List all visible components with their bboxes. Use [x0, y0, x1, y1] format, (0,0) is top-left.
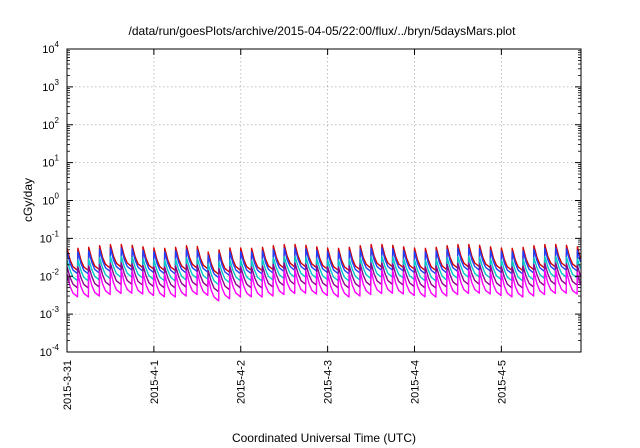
- x-tick-label: 2015-4-5: [496, 360, 508, 404]
- grid-lines: [67, 49, 581, 352]
- chart-title: /data/run/goesPlots/archive/2015-04-05/2…: [129, 24, 517, 38]
- x-tick-label: 2015-4-3: [323, 360, 335, 404]
- y-axis-label: cGy/day: [21, 178, 35, 222]
- x-tick-label: 2015-4-1: [149, 360, 161, 404]
- x-tick-label: 2015-4-4: [409, 360, 421, 404]
- y-tick-label: 10-4: [40, 343, 60, 359]
- y-tick-label: 103: [42, 78, 59, 94]
- series-layer: [66, 243, 582, 302]
- series-line-5: [66, 269, 582, 302]
- x-tick-label: 2015-4-2: [236, 360, 248, 404]
- y-tick-label: 10-3: [40, 305, 60, 321]
- y-tick-labels: 10-4 10-3 10-2 10-1 100 101 102 103 104: [40, 40, 60, 359]
- x-tick-labels: 2015-3-31 2015-4-1 2015-4-2 2015-4-3 2015-4-…: [62, 360, 508, 410]
- y-tick-label: 10-2: [40, 267, 60, 283]
- y-tick-label: 104: [42, 40, 59, 56]
- y-tick-label: 102: [42, 116, 59, 132]
- y-tick-label: 100: [42, 192, 59, 208]
- tick-marks: [66, 48, 581, 353]
- y-tick-label: 10-1: [40, 229, 60, 245]
- x-axis-label: Coordinated Universal Time (UTC): [232, 431, 416, 445]
- x-tick-label: 2015-3-31: [62, 360, 74, 410]
- y-tick-label: 101: [42, 154, 59, 170]
